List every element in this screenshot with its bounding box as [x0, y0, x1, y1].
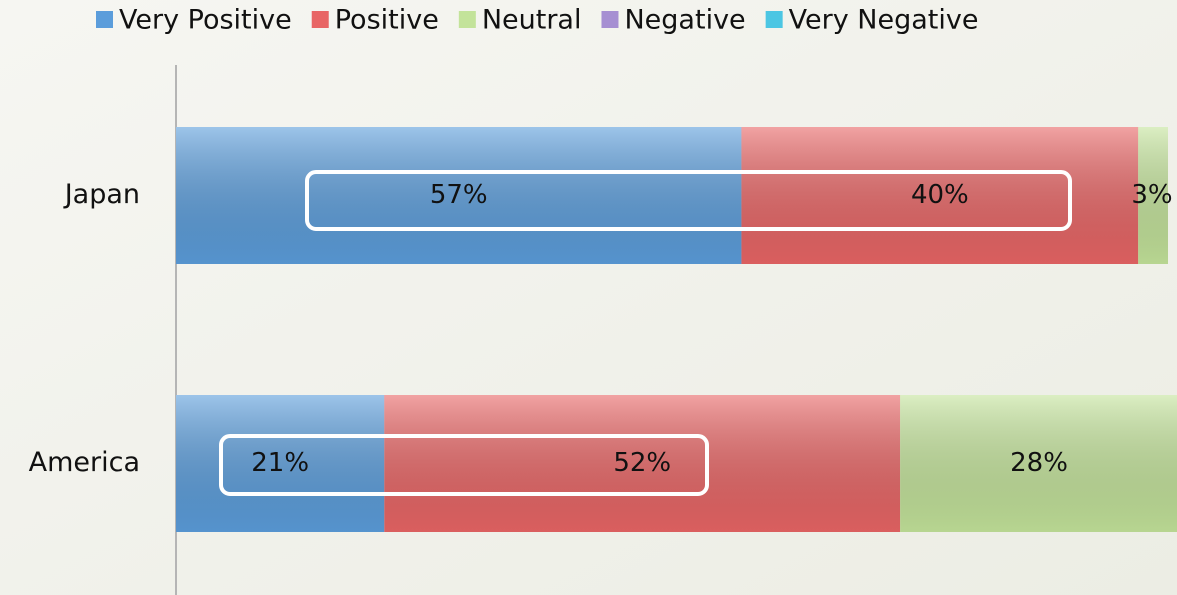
legend-label: Neutral: [482, 5, 582, 36]
legend-swatch: [96, 11, 113, 28]
value-label: 52%: [613, 448, 671, 478]
value-label: 21%: [251, 448, 309, 478]
value-label: 28%: [1010, 448, 1068, 478]
highlight-box: [305, 170, 1072, 231]
category-label: America: [29, 447, 140, 478]
category-label: Japan: [63, 179, 140, 210]
legend-swatch: [458, 11, 476, 28]
value-label: 40%: [911, 180, 969, 210]
bar-shine: [176, 127, 742, 264]
bar-shine: [741, 127, 1139, 264]
legend-label: Positive: [335, 5, 439, 36]
bar-shine: [384, 395, 901, 532]
legend-label: Negative: [624, 5, 745, 36]
legend-swatch: [765, 11, 783, 28]
legend-label: Very Positive: [119, 5, 292, 36]
value-label: 57%: [430, 180, 488, 210]
bar-shine: [1138, 127, 1168, 264]
value-label: 3%: [1131, 180, 1172, 210]
legend-label: Very Negative: [789, 5, 979, 36]
bar-shine: [900, 395, 1177, 532]
bars: [176, 127, 1177, 532]
labels: Japan 57% 40% 3% America 21% 52% 28%: [29, 179, 1173, 478]
legend-swatch: [311, 11, 329, 28]
bar-shine: [176, 395, 385, 532]
highlight-box: [219, 434, 709, 496]
legend: Very Positive Positive Neutral Negative Very…: [96, 5, 978, 36]
legend-swatch: [601, 11, 619, 28]
